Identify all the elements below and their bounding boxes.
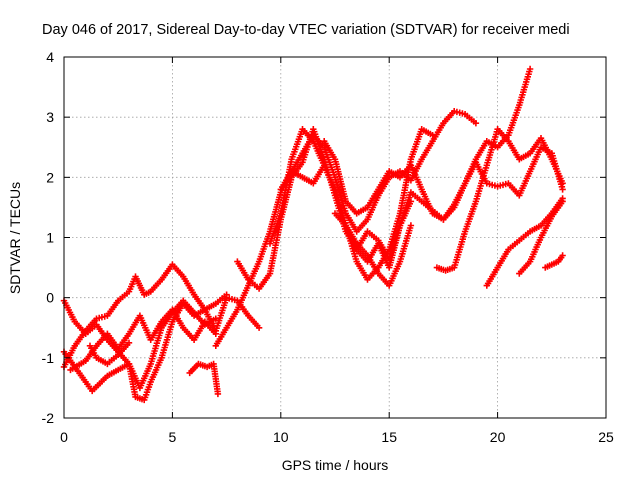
- data-series: [60, 261, 230, 371]
- data-point: [407, 198, 415, 205]
- data-point: [212, 315, 219, 322]
- x-tick-label: 20: [490, 429, 506, 445]
- y-tick-label: 3: [46, 109, 54, 125]
- data-series: [542, 252, 566, 271]
- y-tick-label: -2: [42, 410, 55, 426]
- data-point: [559, 252, 566, 259]
- data-point: [255, 324, 263, 331]
- data-series: [433, 126, 566, 274]
- data-series: [67, 306, 219, 374]
- x-tick-label: 10: [273, 429, 289, 445]
- data-point: [559, 180, 566, 187]
- data-series: [60, 297, 219, 395]
- data-point: [526, 65, 534, 73]
- y-tick-label: -1: [42, 350, 55, 366]
- grid-lines: [64, 57, 606, 418]
- y-tick-label: 4: [46, 49, 54, 65]
- y-tick-label: 1: [46, 230, 54, 246]
- data-markers: [60, 65, 566, 404]
- data-point: [429, 132, 436, 139]
- data-point: [559, 186, 566, 193]
- y-axis-label: SDTVAR / TECUs: [7, 182, 23, 294]
- x-tick-label: 0: [60, 429, 68, 445]
- plot-border: [63, 56, 607, 419]
- data-point: [559, 198, 566, 205]
- tick-labels: 0 5 10 15 20 25 -2 -1 0 1 2 3 4: [42, 49, 614, 445]
- data-series: [86, 339, 133, 368]
- x-tick-label: 15: [381, 429, 397, 445]
- y-tick-label: 2: [46, 169, 54, 185]
- data-point: [214, 390, 222, 398]
- x-axis-label: GPS time / hours: [282, 457, 389, 473]
- data-series: [186, 360, 222, 398]
- data-point: [407, 222, 415, 229]
- data-series: [60, 294, 263, 404]
- data-point: [212, 330, 219, 337]
- plot-frame: [63, 56, 607, 419]
- data-series: [516, 198, 566, 277]
- chart-title: Day 046 of 2017, Sidereal Day-to-day VTE…: [42, 22, 570, 38]
- data-point: [472, 120, 480, 127]
- x-tick-label: 25: [598, 429, 614, 445]
- y-tick-label: 0: [46, 290, 54, 306]
- data-series: [331, 198, 415, 271]
- data-point: [125, 339, 133, 346]
- data-series: [483, 195, 566, 289]
- x-tick-label: 5: [169, 429, 177, 445]
- data-series: [321, 65, 534, 223]
